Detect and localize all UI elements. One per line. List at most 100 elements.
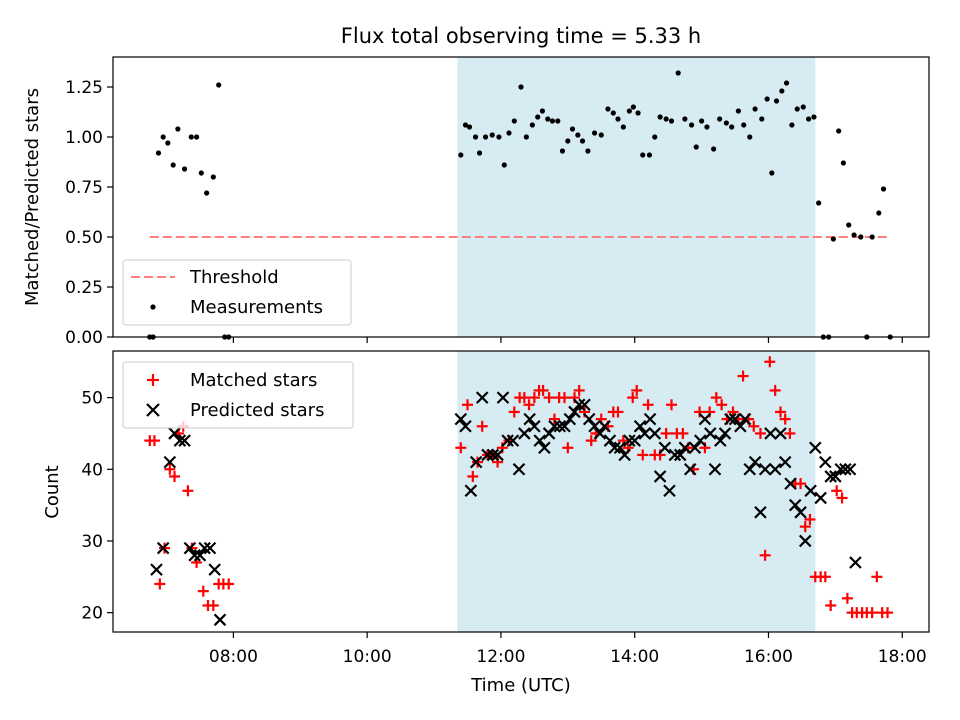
measurement-point [769,170,775,176]
measurement-point [816,200,822,206]
count-axes-frame [112,350,930,633]
matched-point [819,571,831,583]
measurement-point [496,134,502,140]
measurement-point [155,150,162,156]
measurement-point [747,134,753,140]
y-tick-label: 20 [81,604,103,624]
matched-point [612,406,624,418]
ratio-legend-box [122,259,352,326]
predicted-point [572,398,586,412]
measurement-point [569,126,576,132]
measurement-point [783,80,790,86]
matched-point [455,442,467,454]
matched-point [197,585,209,597]
measurement-point [216,82,222,88]
predicted-point [486,448,500,462]
predicted-point [491,448,504,462]
predicted-point [563,412,577,426]
measurement-point [545,116,551,122]
predicted-point [843,463,857,476]
matched-point [182,485,194,497]
measurement-point [472,134,479,140]
measurement-point [851,232,857,238]
legend-matched-marker [147,374,159,386]
predicted-point [643,412,657,426]
matched-point [548,413,560,425]
matched-point [764,356,776,368]
measurement-point [830,236,836,242]
predicted-point [849,556,862,569]
predicted-point [738,412,752,426]
measurement-point [741,122,747,128]
measurement-point [462,122,469,128]
measurement-point [800,104,806,110]
measurement-point [704,124,710,130]
matched-point [637,449,649,461]
matched-point [562,442,574,454]
matched-point [831,485,843,497]
legend-matched-label: Matched stars [190,370,317,391]
count-y-label: Count [42,465,63,518]
measurement-point [789,122,795,128]
matched-point [836,492,848,504]
measurement-point [188,134,194,140]
matched-point [775,406,787,418]
ratio-y-ticks: 0.00 0.25 0.50 0.75 1.00 1.25 [65,78,113,348]
y-tick-label: 0.00 [65,328,103,348]
predicted-point [678,441,692,455]
ratio-panel: 0.00 0.25 0.50 0.75 1.00 1.25 Matched/Predict… [22,56,930,348]
predicted-point [754,506,767,519]
predicted-point [603,434,617,447]
measurement-point [640,152,646,158]
predicted-point [475,391,489,404]
measurement-point [535,114,541,120]
measurement-point [806,116,812,122]
predicted-point [764,427,777,440]
predicted-point [542,427,556,440]
predicted-point [714,434,727,447]
matched-point [716,399,728,411]
matched-point [779,413,791,425]
predicted-point [533,434,547,447]
predicted-point [208,563,221,576]
predicted-point [819,455,832,469]
y-tick-label: 1.00 [65,128,103,148]
predicted-point [778,455,792,469]
measurement-point [880,186,887,192]
ratio-y-label: Matched/Predicted stars [22,88,43,306]
predicted-point [150,563,163,576]
x-tick-label: 18:00 [878,647,927,667]
predicted-point [613,441,627,455]
measurement-point [565,138,571,144]
predicted-point [809,441,822,455]
x-tick-label: 14:00 [610,647,659,667]
predicted-point [623,434,636,447]
matched-point [528,392,540,404]
matched-point [518,392,530,404]
matched-point [207,599,219,611]
measurement-point [729,124,735,130]
measurement-point [759,116,765,122]
measurement-point [657,114,663,120]
measurement-point [663,116,669,122]
matched-point [882,607,894,619]
measurement-point [591,130,598,136]
predicted-point [758,463,772,476]
matched-point [631,384,643,396]
measurement-point [717,116,723,122]
predicted-point [748,455,762,469]
measurement-point [598,132,604,138]
count-legend: Matched stars Predicted stars [122,361,354,429]
matched-point [461,399,473,411]
measurement-point [610,110,616,116]
measurement-point [675,70,681,76]
measurement-point [489,132,495,138]
predicted-point [203,541,217,555]
measurement-point [466,124,473,130]
measurement-point [693,144,699,150]
matched-point [754,427,766,439]
measurement-point [846,222,852,228]
predicted-point [558,419,571,433]
